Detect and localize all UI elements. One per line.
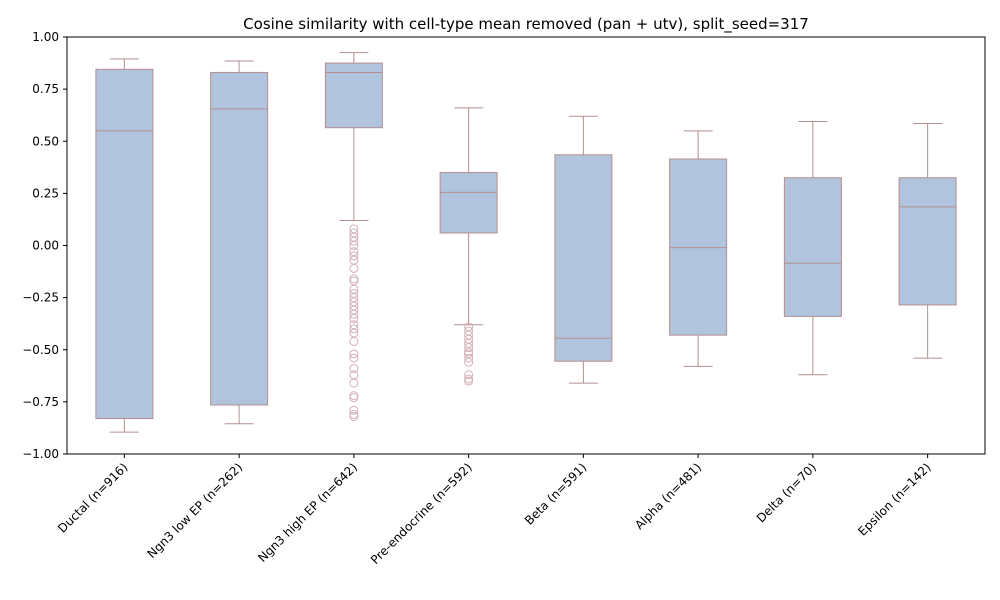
plot-area-frame bbox=[66, 36, 986, 455]
chart-title: Cosine similarity with cell-type mean re… bbox=[243, 15, 809, 34]
outlier-point bbox=[349, 276, 359, 286]
outlier-point bbox=[349, 391, 359, 401]
x-tick-label: Epsilon (n=142) bbox=[855, 460, 933, 538]
box-iqr bbox=[210, 71, 269, 406]
outlier-point bbox=[464, 370, 474, 380]
outlier-point bbox=[464, 353, 474, 363]
outlier-point bbox=[349, 309, 359, 319]
outlier-point bbox=[349, 405, 359, 415]
outlier-point bbox=[349, 241, 359, 250]
x-tick-label: Pre-endocrine (n=592) bbox=[368, 460, 475, 567]
y-tick-label: 0.50 bbox=[32, 134, 59, 148]
outlier-point bbox=[349, 378, 359, 388]
y-tick-label: −1.00 bbox=[22, 447, 59, 461]
y-tick-label: −0.75 bbox=[22, 395, 59, 409]
outlier-point bbox=[464, 343, 474, 353]
outlier-point bbox=[349, 336, 359, 346]
x-tick-label: Alpha (n=481) bbox=[632, 460, 704, 532]
x-tick-label: Beta (n=591) bbox=[522, 460, 589, 527]
box-iqr bbox=[783, 177, 842, 317]
box-iqr bbox=[95, 68, 154, 420]
outlier-point bbox=[349, 324, 359, 334]
outlier-point bbox=[349, 409, 359, 419]
outlier-point bbox=[349, 236, 359, 246]
y-tick-label: 1.00 bbox=[32, 30, 59, 44]
box-iqr bbox=[898, 177, 957, 306]
outlier-point bbox=[464, 374, 474, 384]
outlier-point bbox=[349, 370, 359, 380]
x-tick-label: Ngn3 high EP (n=642) bbox=[255, 460, 360, 565]
box-iqr bbox=[324, 62, 383, 129]
box-iqr bbox=[439, 172, 498, 234]
outlier-point bbox=[349, 393, 359, 403]
y-tick-label: −0.25 bbox=[22, 291, 59, 305]
outlier-point bbox=[464, 357, 474, 367]
y-tick-label: 0.00 bbox=[32, 239, 59, 253]
outlier-point bbox=[349, 364, 359, 374]
outlier-point bbox=[349, 274, 359, 284]
x-tick-label: Delta (n=70) bbox=[754, 460, 819, 525]
outlier-point bbox=[349, 251, 359, 261]
outlier-point bbox=[464, 347, 474, 357]
outlier-point bbox=[349, 411, 359, 421]
y-tick-label: 0.25 bbox=[32, 186, 59, 200]
outlier-point bbox=[349, 349, 359, 359]
outlier-point bbox=[349, 353, 359, 363]
x-tick-label: Ductal (n=916) bbox=[55, 460, 130, 535]
box-iqr bbox=[669, 158, 728, 336]
y-tick-label: 0.75 bbox=[32, 82, 59, 96]
box-iqr bbox=[554, 154, 613, 362]
outlier-point bbox=[349, 263, 359, 273]
y-tick-label: −0.50 bbox=[22, 343, 59, 357]
outlier-point bbox=[349, 313, 359, 323]
outlier-point bbox=[464, 376, 474, 386]
x-tick-label: Ngn3 low EP (n=262) bbox=[144, 460, 245, 561]
